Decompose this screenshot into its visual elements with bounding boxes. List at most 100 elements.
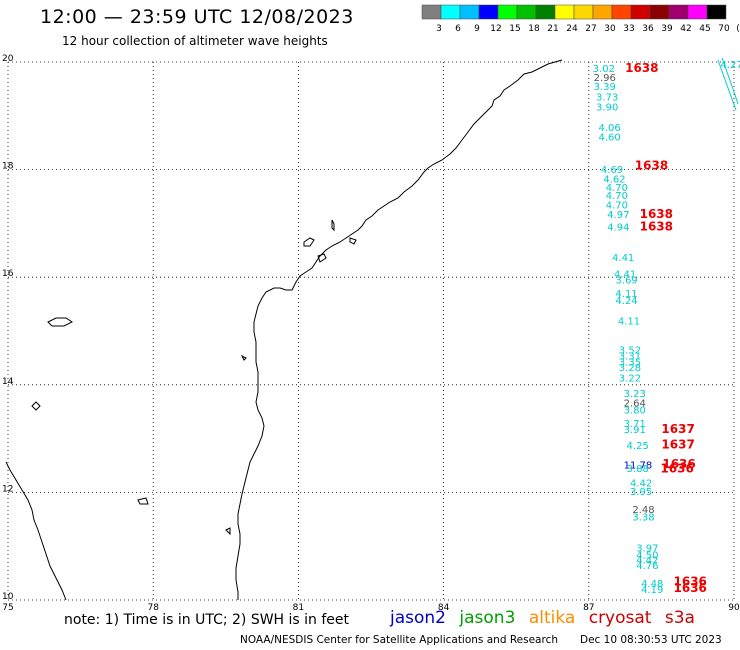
track-line-2 <box>721 57 739 105</box>
colorbar-label: 36 <box>642 24 654 34</box>
colorbar-swatch <box>573 4 594 20</box>
swh-label: 3.52 <box>619 346 641 357</box>
swh-label: 3.28 <box>619 363 641 374</box>
swh-label: 2.96 <box>594 73 616 84</box>
swh-label: 4.70 <box>606 200 628 211</box>
swh-label: 4.69 <box>601 165 623 176</box>
swh-label: 11.78 <box>624 461 653 472</box>
swh-label: 4.50 <box>636 551 658 562</box>
y-tick-label: 14 <box>2 377 14 387</box>
swh-label: 4.41 <box>612 253 634 264</box>
swh-label: 4.42 <box>630 478 652 489</box>
grid-lines <box>7 61 735 601</box>
x-tick-label: 78 <box>147 603 159 613</box>
legend-altika: altika <box>528 608 576 628</box>
colorbar-swatch <box>440 4 461 20</box>
island-7 <box>240 354 247 361</box>
swh-label: 4.25 <box>627 441 649 452</box>
island-3 <box>349 237 357 245</box>
generation-timestamp: Dec 10 08:30:53 UTC 2023 <box>580 634 722 646</box>
swh-label: 4.42 <box>636 555 658 566</box>
swh-label: 4.41 <box>614 270 636 281</box>
pass-time-label: 1637 <box>661 437 694 451</box>
island-8 <box>317 253 327 263</box>
colorbar-swatch <box>630 4 651 20</box>
swh-label: 3.88 <box>627 464 649 475</box>
legend-cryosat: cryosat <box>588 608 652 628</box>
swh-label: 4.97 <box>607 210 629 221</box>
swh-label: 2.64 <box>624 398 646 409</box>
colorbar-label: 15 <box>509 24 520 34</box>
colorbar-swatch <box>478 4 499 20</box>
swh-label: 4.11 <box>618 317 640 328</box>
colorbar-label: 42 <box>680 24 691 34</box>
colorbar-label: 9 <box>474 24 480 34</box>
colorbar-label: 30 <box>604 24 616 34</box>
colorbar-label: 18 <box>528 24 540 34</box>
y-tick-label: 20 <box>2 54 14 64</box>
chart-subtitle: 12 hour collection of altimeter wave hei… <box>62 34 328 48</box>
colorbar-label: (ft) <box>736 24 740 34</box>
swh-label: 3.91 <box>624 425 646 436</box>
swh-label: 4.70 <box>606 191 628 202</box>
colorbar-swatch <box>706 4 727 20</box>
swh-label: 3.23 <box>624 389 646 400</box>
x-tick-label: 75 <box>2 603 13 613</box>
colorbar-swatch <box>497 4 518 20</box>
ground-track-lines <box>717 57 739 111</box>
y-tick-label: 10 <box>2 592 14 602</box>
colorbar-label: 24 <box>566 24 578 34</box>
sri-lanka-outline <box>5 461 67 601</box>
x-tick-label: 87 <box>583 603 594 613</box>
island-5 <box>31 401 41 411</box>
swh-label: 4.19 <box>641 585 663 596</box>
island-9 <box>225 527 231 536</box>
swh-label: 3.97 <box>636 544 658 555</box>
axis-tick-labels: 75 78 81 84 87 90 10 12 14 16 18 20 <box>2 54 740 613</box>
colorbar-label: 27 <box>585 24 596 34</box>
swh-label: 3.95 <box>630 487 652 498</box>
pass-time-label: 1638 <box>640 219 673 233</box>
pass-time-label: 1636 <box>674 574 707 588</box>
colorbar-label: 33 <box>623 24 634 34</box>
colorbar-label: 3 <box>436 24 442 34</box>
colorbar-swatch <box>516 4 537 20</box>
colorbar-swatch <box>554 4 575 20</box>
pass-time-label: 1636 <box>660 461 693 475</box>
east-coast-india <box>235 59 563 600</box>
island-2 <box>303 237 315 247</box>
colorbar-swatch <box>649 4 670 20</box>
y-tick-label: 12 <box>2 484 13 494</box>
legend-jason3: jason3 <box>459 608 516 628</box>
swh-label: 4.70 <box>606 183 628 194</box>
pass-time-label: 1637 <box>661 422 694 436</box>
wave-height-labels: 3.022.963.393.733.904.064.604.694.624.70… <box>593 60 740 596</box>
legend-jason2: jason2 <box>390 608 446 628</box>
footer-note: note: 1) Time is in UTC; 2) SWH is in fe… <box>64 612 350 628</box>
swh-label: 3.90 <box>596 102 618 113</box>
pass-time-label: 1638 <box>640 207 673 221</box>
x-tick-label: 84 <box>438 603 450 613</box>
swh-label: 3.22 <box>619 374 641 385</box>
swh-label: 4.06 <box>598 123 620 134</box>
swh-label: 2.48 <box>632 505 654 516</box>
colorbar-swatch <box>592 4 613 20</box>
island-1 <box>331 219 335 232</box>
swh-label: 3.31 <box>619 352 641 363</box>
x-tick-label: 81 <box>293 603 304 613</box>
colorbar-swatch <box>535 4 556 20</box>
pass-time-label: 1636 <box>662 457 695 471</box>
pass-time-label: 1638 <box>635 159 668 173</box>
swh-label: 3.38 <box>632 512 654 523</box>
island-4 <box>47 317 73 327</box>
chart-title: 12:00 — 23:59 UTC 12/08/2023 <box>40 6 354 28</box>
swh-label: 3.71 <box>624 419 646 430</box>
colorbar-swatch <box>668 4 689 20</box>
colorbar-label: 45 <box>699 24 710 34</box>
swh-label: 3.02 <box>593 64 615 75</box>
swh-label: 4.94 <box>607 222 629 233</box>
swh-label: 3.80 <box>624 405 646 416</box>
